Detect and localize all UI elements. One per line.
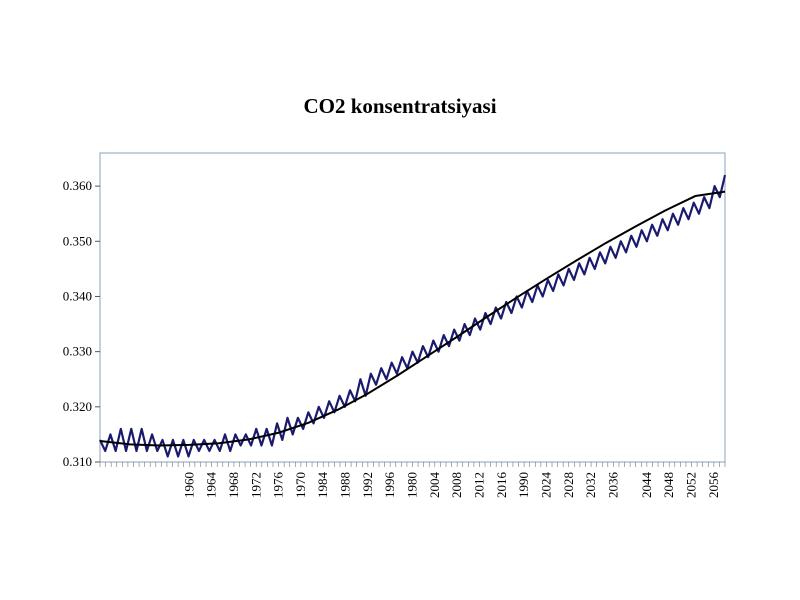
x-tick-label: 2048 bbox=[661, 472, 676, 498]
plot-area-frame bbox=[99, 152, 726, 463]
x-tick-label: 1970 bbox=[293, 472, 308, 498]
x-tick-label: 1980 bbox=[405, 472, 420, 498]
x-tick-label: 2036 bbox=[605, 472, 620, 499]
y-tick-label: 0.330 bbox=[63, 344, 92, 359]
x-tick-label: 2044 bbox=[639, 472, 654, 499]
y-tick-label: 0.350 bbox=[63, 233, 92, 248]
x-tick-label: 2008 bbox=[449, 472, 464, 498]
x-tick-label: 2016 bbox=[494, 472, 509, 499]
x-tick-label: 2052 bbox=[684, 472, 699, 498]
x-tick-label: 1968 bbox=[226, 472, 241, 498]
x-tick-label: 2024 bbox=[538, 472, 553, 499]
x-tick-label: 1964 bbox=[204, 472, 219, 499]
x-tick-label: 1972 bbox=[248, 472, 263, 498]
x-tick-label: 1984 bbox=[315, 472, 330, 499]
x-tick-label: 2056 bbox=[706, 472, 721, 499]
seasonal-line bbox=[99, 174, 727, 458]
x-tick-label: 2012 bbox=[471, 472, 486, 498]
y-tick-label: 0.320 bbox=[63, 399, 92, 414]
x-tick-label: 2004 bbox=[427, 472, 442, 499]
x-tick-label: 2028 bbox=[561, 472, 576, 498]
x-tick-label: 1960 bbox=[181, 472, 196, 498]
y-tick-label: 0.360 bbox=[63, 178, 92, 193]
chart-title: CO2 konsentratsiyasi bbox=[303, 94, 496, 118]
y-tick-label: 0.310 bbox=[63, 454, 92, 469]
trend-line bbox=[99, 190, 726, 447]
x-tick-label: 2032 bbox=[583, 472, 598, 498]
x-tick-label: 1988 bbox=[338, 472, 353, 498]
x-tick-label: 1992 bbox=[360, 472, 375, 498]
x-tick-label: 1990 bbox=[516, 472, 531, 498]
x-axis: 1960 1964 1968 1972 1976 1970 1984 1988 1992 1996… bbox=[99, 462, 726, 499]
y-axis: 0.310 0.320 0.330 0.340 0.350 0.360 bbox=[63, 178, 100, 469]
x-tick-label: 1976 bbox=[271, 472, 286, 499]
series-layer bbox=[99, 174, 727, 458]
y-tick-label: 0.340 bbox=[63, 288, 92, 303]
x-tick-label: 1996 bbox=[382, 472, 397, 499]
